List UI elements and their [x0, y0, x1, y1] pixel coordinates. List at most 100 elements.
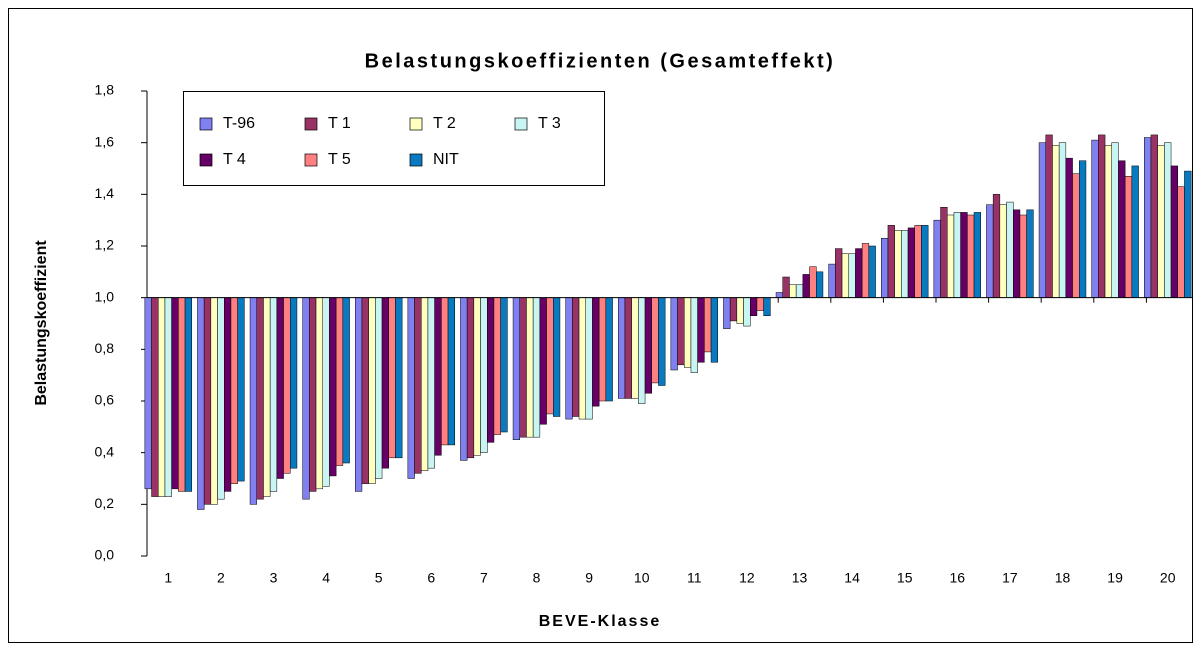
bar	[283, 297, 291, 474]
bar	[1170, 165, 1179, 298]
bar	[1131, 165, 1139, 298]
bar	[907, 227, 915, 298]
bar	[953, 212, 961, 298]
bar	[1091, 139, 1099, 298]
bar	[224, 297, 232, 492]
legend-swatch	[409, 153, 423, 167]
bar	[302, 297, 310, 500]
bar	[690, 297, 698, 373]
bar	[493, 297, 501, 435]
bar	[933, 219, 941, 298]
bar	[914, 225, 922, 298]
bar	[835, 248, 843, 298]
legend-swatch	[409, 117, 423, 131]
bar	[217, 297, 225, 500]
bar	[1118, 160, 1126, 298]
bar	[1045, 134, 1053, 298]
bar	[585, 297, 593, 420]
bar	[407, 297, 415, 479]
bar	[763, 297, 771, 316]
bar	[677, 297, 685, 366]
bar	[500, 297, 508, 433]
bar	[441, 297, 449, 446]
bar	[1144, 137, 1152, 298]
bar	[828, 263, 836, 298]
bar	[1111, 142, 1119, 298]
bar	[355, 297, 363, 492]
bar	[487, 297, 495, 443]
bar	[756, 297, 764, 311]
bar	[414, 297, 422, 474]
bar	[624, 297, 632, 399]
bar	[795, 284, 804, 298]
legend-box	[183, 91, 605, 186]
bar	[631, 297, 639, 399]
y-axis-label: Belastungskoeffizient	[33, 240, 50, 406]
x-tick-label: 10	[634, 570, 650, 586]
bar	[901, 230, 909, 298]
bar	[263, 297, 271, 497]
bar	[361, 297, 369, 484]
legend-swatch	[514, 117, 528, 131]
bar	[249, 297, 258, 505]
bar	[1098, 134, 1106, 298]
x-tick-label: 8	[533, 570, 541, 586]
y-tick-label: 1,0	[95, 288, 115, 304]
y-tick-label: 1,2	[95, 237, 115, 253]
y-tick-label: 0,8	[95, 340, 115, 356]
x-tick-label: 17	[1002, 570, 1018, 586]
x-tick-label: 9	[585, 570, 593, 586]
bar	[375, 297, 383, 479]
x-tick-label: 6	[427, 570, 435, 586]
bar	[809, 266, 817, 298]
bar	[466, 297, 475, 459]
bar	[1065, 157, 1073, 298]
bar	[1164, 142, 1172, 298]
bar	[736, 297, 744, 324]
legend-label: T 3	[538, 115, 561, 132]
bar	[256, 297, 264, 500]
bar	[1006, 201, 1014, 298]
bar	[322, 297, 330, 487]
bar	[1079, 160, 1087, 298]
x-tick-label: 11	[687, 570, 702, 586]
bar	[546, 297, 554, 415]
bar	[526, 297, 534, 438]
legend-label: T 1	[328, 115, 351, 132]
bar	[290, 297, 298, 469]
y-tick-label: 1,8	[95, 82, 115, 98]
x-tick-label: 18	[1055, 570, 1071, 586]
bar	[210, 297, 218, 505]
x-tick-label: 14	[844, 570, 860, 586]
bar	[1052, 145, 1060, 298]
legend-label: T 2	[433, 115, 456, 132]
legend-swatch	[304, 117, 318, 131]
bar	[578, 297, 586, 420]
bar	[684, 297, 692, 368]
bar	[178, 297, 186, 492]
bar	[704, 297, 712, 353]
bar	[887, 225, 895, 298]
y-tick-label: 0,6	[95, 392, 115, 408]
bar	[841, 253, 849, 298]
bar	[1184, 170, 1192, 298]
bar	[723, 297, 731, 329]
bar	[947, 214, 955, 298]
x-tick-label: 7	[480, 570, 488, 586]
bar	[868, 245, 876, 298]
bar	[539, 297, 547, 425]
bar	[144, 297, 152, 490]
bar	[638, 297, 646, 404]
bar	[1150, 134, 1158, 298]
bar	[368, 297, 376, 484]
bar	[802, 274, 810, 298]
bar	[921, 225, 929, 298]
bar	[697, 297, 705, 363]
legend-swatch	[199, 153, 213, 167]
bar	[592, 297, 600, 407]
bar	[197, 297, 205, 510]
bar	[309, 297, 317, 492]
x-tick-label: 5	[375, 570, 383, 586]
x-tick-label: 12	[739, 570, 755, 586]
